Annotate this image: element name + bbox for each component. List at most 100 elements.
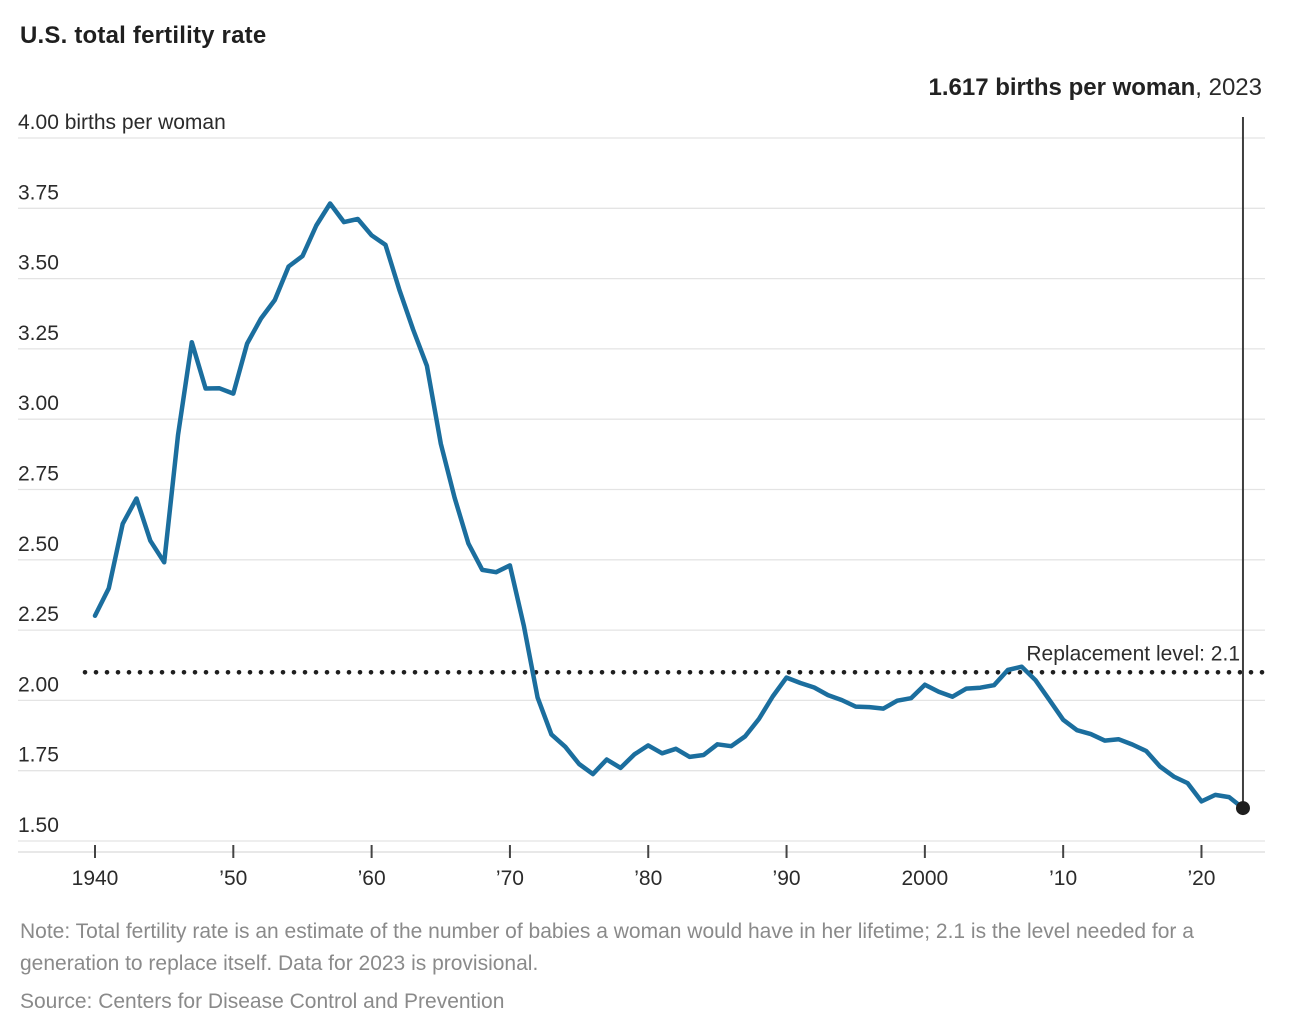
replacement-level-dot xyxy=(544,669,550,675)
x-axis-label: ’50 xyxy=(219,867,247,890)
replacement-level-dot xyxy=(731,669,737,675)
replacement-level-dot xyxy=(555,669,561,675)
replacement-level-dot xyxy=(940,669,946,675)
y-axis-label: 1.75 xyxy=(18,744,59,767)
replacement-level-dot xyxy=(676,669,682,675)
replacement-level-dot xyxy=(159,669,165,675)
replacement-level-dot xyxy=(1017,669,1023,675)
y-axis-label: 2.50 xyxy=(18,533,59,556)
replacement-level-dot xyxy=(1259,669,1265,675)
replacement-level-dot xyxy=(1204,669,1210,675)
replacement-level-dot xyxy=(995,669,1001,675)
replacement-level-dot xyxy=(1083,669,1089,675)
x-axis-label: ’70 xyxy=(496,867,524,890)
replacement-level-dot xyxy=(324,669,330,675)
replacement-level-dot xyxy=(302,669,308,675)
replacement-level-dot xyxy=(1127,669,1133,675)
replacement-level-dot xyxy=(742,669,748,675)
replacement-level-dot xyxy=(280,669,286,675)
replacement-level-dot xyxy=(951,669,957,675)
replacement-level-dot xyxy=(643,669,649,675)
replacement-level-dot xyxy=(797,669,803,675)
replacement-level-dot xyxy=(577,669,583,675)
replacement-level-dot xyxy=(148,669,154,675)
replacement-level-dot xyxy=(236,669,242,675)
replacement-level-dot xyxy=(522,669,528,675)
replacement-level-dot xyxy=(907,669,913,675)
replacement-level-dot xyxy=(973,669,979,675)
y-axis-label: 1.50 xyxy=(18,814,59,837)
replacement-level-dot xyxy=(1171,669,1177,675)
replacement-level-dot xyxy=(390,669,396,675)
replacement-level-dot xyxy=(764,669,770,675)
replacement-level-dot xyxy=(896,669,902,675)
replacement-level-dot xyxy=(632,669,638,675)
replacement-level-dot xyxy=(258,669,264,675)
replacement-level-dot xyxy=(335,669,341,675)
latest-value-annotation: 1.617 births per woman, 2023 xyxy=(929,74,1263,102)
replacement-level-dot xyxy=(588,669,594,675)
replacement-level-dot xyxy=(434,669,440,675)
replacement-level-dot xyxy=(566,669,572,675)
replacement-level-dot xyxy=(1215,669,1221,675)
replacement-level-dot xyxy=(1149,669,1155,675)
replacement-level-dot xyxy=(984,669,990,675)
x-axis-label: ’10 xyxy=(1049,867,1077,890)
replacement-level-dot xyxy=(610,669,616,675)
replacement-level-dot xyxy=(863,669,869,675)
replacement-level-dot xyxy=(665,669,671,675)
latest-value-label: 1.617 births per woman xyxy=(928,74,1196,101)
replacement-level-dot xyxy=(1138,669,1144,675)
replacement-level-dot xyxy=(247,669,253,675)
replacement-level-dot xyxy=(104,669,110,675)
replacement-level-dot xyxy=(192,669,198,675)
replacement-level-dot xyxy=(786,669,792,675)
replacement-level-dot xyxy=(357,669,363,675)
replacement-level-dot xyxy=(621,669,627,675)
chart-note: Note: Total fertility rate is an estimat… xyxy=(20,920,1194,975)
replacement-level-dot xyxy=(368,669,374,675)
replacement-level-dot xyxy=(918,669,924,675)
replacement-level-label: Replacement level: 2.1 xyxy=(1026,642,1240,665)
latest-value-year: , 2023 xyxy=(1195,74,1262,101)
chart-title: U.S. total fertility rate xyxy=(20,22,267,49)
replacement-level-dot xyxy=(82,669,88,675)
replacement-level-dot xyxy=(379,669,385,675)
x-axis-label: ’80 xyxy=(634,867,662,890)
replacement-level-dot xyxy=(93,669,99,675)
y-axis-label: 3.25 xyxy=(18,322,59,345)
chart-source: Source: Centers for Disease Control and … xyxy=(20,989,505,1013)
replacement-level-dot xyxy=(467,669,473,675)
y-axis-label: 2.25 xyxy=(18,603,59,626)
x-axis-label: ’90 xyxy=(773,867,801,890)
replacement-level-dot xyxy=(181,669,187,675)
replacement-level-dot xyxy=(1226,669,1232,675)
x-axis-label: 1940 xyxy=(72,867,119,890)
replacement-level-dot xyxy=(709,669,715,675)
replacement-level-dot xyxy=(478,669,484,675)
replacement-level-dot xyxy=(170,669,176,675)
replacement-level-dot xyxy=(346,669,352,675)
replacement-level-dot xyxy=(885,669,891,675)
replacement-level-dot xyxy=(412,669,418,675)
x-axis-label: 2000 xyxy=(902,867,949,890)
replacement-level-dot xyxy=(808,669,814,675)
y-axis-label: 4.00 births per woman xyxy=(18,111,226,134)
replacement-level-dot xyxy=(1039,669,1045,675)
replacement-level-dot xyxy=(1237,669,1243,675)
y-axis-label: 3.00 xyxy=(18,392,59,415)
replacement-level-dot xyxy=(830,669,836,675)
replacement-level-dot xyxy=(841,669,847,675)
replacement-level-dot xyxy=(445,669,451,675)
x-axis-label: ’20 xyxy=(1187,867,1215,890)
replacement-level-dot xyxy=(819,669,825,675)
replacement-level-dot xyxy=(1193,669,1199,675)
replacement-level-dot xyxy=(1116,669,1122,675)
replacement-level-dot xyxy=(1182,669,1188,675)
y-axis-label: 3.75 xyxy=(18,181,59,204)
replacement-level-dot xyxy=(313,669,319,675)
replacement-level-dot xyxy=(962,669,968,675)
replacement-level-dot xyxy=(511,669,517,675)
replacement-level-dot xyxy=(291,669,297,675)
replacement-level-dot xyxy=(929,669,935,675)
